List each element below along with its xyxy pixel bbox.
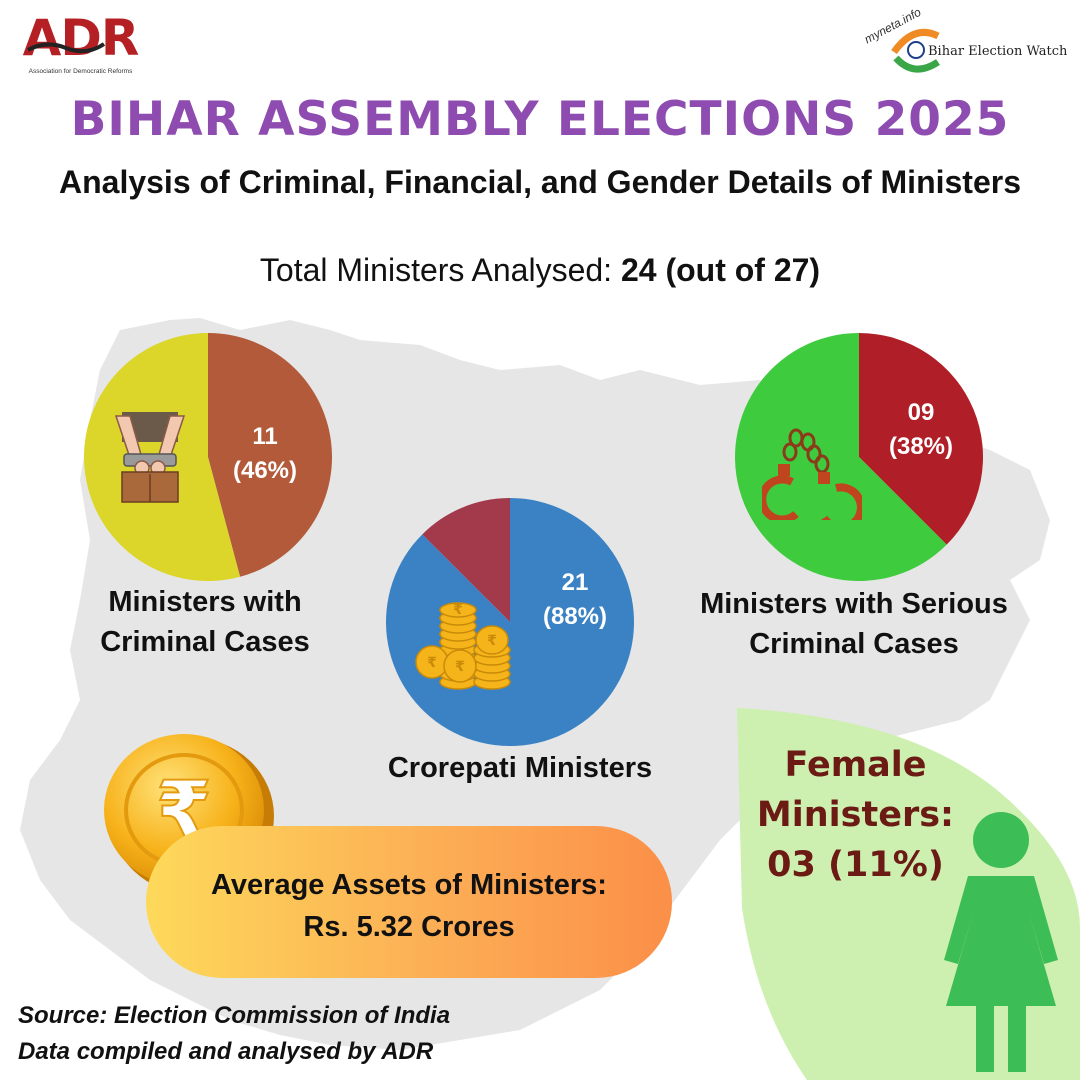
page-title: BIHAR ASSEMBLY ELECTIONS 2025 <box>70 92 1010 147</box>
handcuffs-icon <box>762 428 862 520</box>
female-figure-icon <box>944 812 1058 1072</box>
page-subtitle: Analysis of Criminal, Financial, and Gen… <box>58 164 1021 200</box>
myneta-emblem-icon <box>891 29 940 73</box>
svg-text:₹: ₹ <box>487 633 497 649</box>
bihar-election-watch-label: Bihar Election Watch <box>928 44 1068 59</box>
total-value: 24 (out of 27) <box>620 252 821 288</box>
crorepati-slice-label: 21 (88%) <box>520 566 630 634</box>
average-assets-text: Average Assets of Ministers: Rs. 5.32 Cr… <box>146 864 672 948</box>
rupee-coin-stack-icon: ₹ ₹ ₹ ₹ <box>415 602 511 690</box>
average-assets-label: Average Assets of Ministers: <box>211 869 607 901</box>
svg-text:₹: ₹ <box>427 655 437 671</box>
serious-cases-slice-label: 09 (38%) <box>866 396 976 464</box>
female-value: 03 (11%) <box>767 845 944 885</box>
crorepati-title: Crorepati Ministers <box>387 752 653 784</box>
serious-cases-percent: (38%) <box>888 433 954 460</box>
female-label-line2: Ministers: <box>756 795 955 835</box>
source-line: Source: Election Commission of India <box>18 1002 451 1029</box>
adr-logo: ADR Association for Democratic Reforms <box>8 8 153 75</box>
pie-slice-2-0 <box>859 333 983 545</box>
average-assets-banner: Average Assets of Ministers: Rs. 5.32 Cr… <box>146 826 672 978</box>
female-label-line1: Female <box>784 745 927 785</box>
total-label: Total Ministers Analysed: <box>259 252 613 288</box>
source-note: Source: Election Commission of India Dat… <box>18 998 450 1070</box>
myneta-logo: myneta.info Bihar Election Watch <box>862 5 1072 76</box>
crorepati-count: 21 <box>561 569 589 596</box>
female-ministers-text: Female Ministers: 03 (11%) <box>748 740 963 890</box>
criminal-cases-slice-label: 11 (46%) <box>210 420 320 488</box>
svg-text:₹: ₹ <box>453 602 463 618</box>
serious-cases-title: Ministers with Serious Criminal Cases <box>700 588 1008 660</box>
criminal-cases-percent: (46%) <box>232 457 298 484</box>
pie-slice-1-1 <box>422 498 510 622</box>
criminal-cases-count: 11 <box>252 423 278 450</box>
adr-logo-text: ADR <box>22 9 140 67</box>
compiled-by-line: Data compiled and analysed by ADR <box>18 1038 434 1065</box>
serious-cases-count: 09 <box>907 399 935 426</box>
handcuffed-hands-icon <box>114 412 186 503</box>
pie-slice-0-0 <box>208 333 332 577</box>
criminal-cases-title: Ministers with Criminal Cases <box>100 586 310 658</box>
total-ministers: Total Ministers Analysed: 24 (out of 27) <box>0 252 1080 289</box>
svg-text:₹: ₹ <box>455 659 465 675</box>
adr-swoosh-icon <box>27 42 106 54</box>
average-assets-value: Rs. 5.32 Crores <box>303 911 515 943</box>
crorepati-percent: (88%) <box>542 603 608 630</box>
adr-logo-subtitle: Association for Democratic Reforms <box>28 68 133 75</box>
